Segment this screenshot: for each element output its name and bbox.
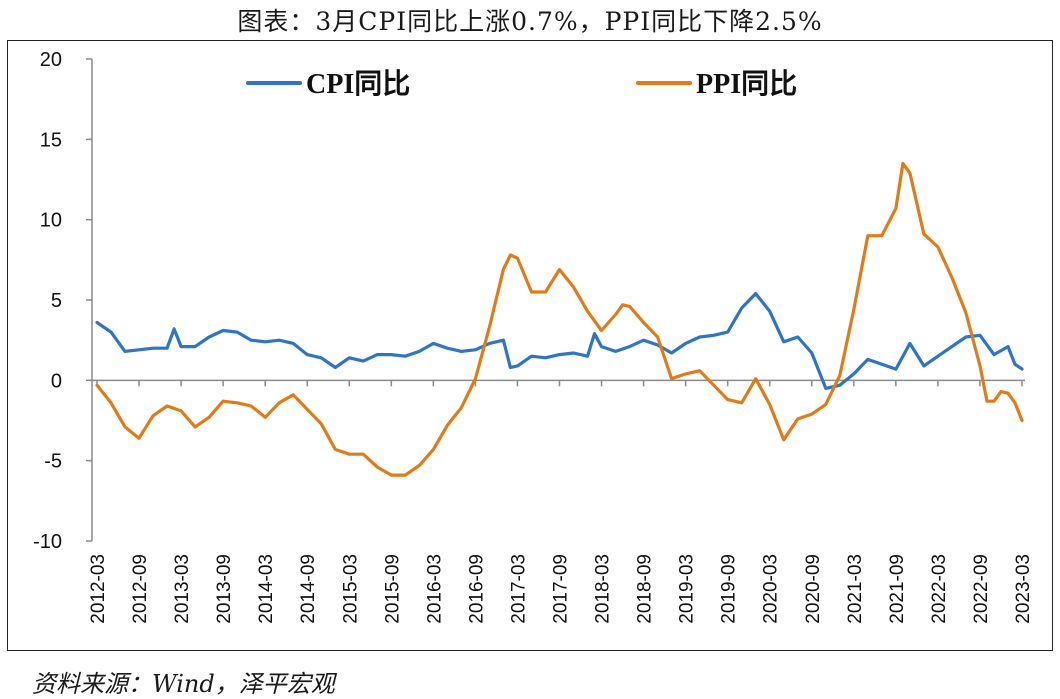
x-tick-label: 2022-09	[971, 554, 992, 624]
x-tick-label: 2014-09	[298, 554, 319, 624]
y-tick-label: 0	[51, 370, 62, 392]
x-tick-label: 2013-03	[172, 554, 193, 624]
y-tick-label: -10	[33, 531, 62, 553]
x-tick-label: 2019-03	[677, 554, 698, 624]
x-tick-label: 2017-03	[508, 554, 529, 624]
x-tick-label: 2019-09	[719, 554, 740, 624]
x-tick-label: 2012-09	[130, 554, 151, 624]
series-line-ppi	[95, 161, 1024, 477]
y-tick-label: 10	[40, 210, 62, 232]
y-tick-label: 5	[51, 290, 62, 312]
y-axis: 20 15 10 5 0 -5 -10	[33, 49, 93, 553]
series-line-cpi	[95, 292, 1024, 390]
x-tick-label: 2023-03	[1013, 554, 1034, 624]
chart-frame	[7, 40, 1053, 651]
legend-label: PPI同比	[696, 68, 797, 100]
x-tick-label: 2016-09	[466, 554, 487, 624]
x-tick-label: 2022-03	[929, 554, 950, 624]
x-tick-label: 2017-09	[551, 554, 572, 624]
chart-title: 图表：3月CPI同比上涨0.7%，PPI同比下降2.5%	[237, 7, 823, 36]
y-tick-label: 15	[40, 129, 62, 151]
x-axis: 2012-03 2012-09 2013-03 2013-09 2014-03 2014-…	[88, 379, 1034, 624]
legend: CPI同比 PPI同比	[246, 68, 797, 100]
x-tick-label: 2014-03	[256, 554, 277, 624]
x-tick-label: 2016-03	[424, 554, 445, 624]
series-lines	[95, 161, 1024, 477]
x-tick-label: 2015-03	[340, 554, 361, 624]
x-tick-label: 2021-09	[887, 554, 908, 624]
source-note: 资料来源：Wind，泽平宏观	[32, 670, 335, 698]
legend-label: CPI同比	[306, 68, 410, 100]
x-tick-label: 2015-09	[382, 554, 403, 624]
y-tick-label: -5	[44, 451, 62, 473]
x-tick-label: 2020-03	[761, 554, 782, 624]
x-tick-label: 2018-09	[635, 554, 656, 624]
x-tick-label: 2012-03	[88, 554, 109, 624]
x-tick-label: 2020-09	[803, 554, 824, 624]
x-tick-label: 2013-09	[214, 554, 235, 624]
x-tick-label: 2021-03	[845, 554, 866, 624]
y-tick-label: 20	[40, 49, 62, 71]
x-tick-label: 2018-03	[593, 554, 614, 624]
